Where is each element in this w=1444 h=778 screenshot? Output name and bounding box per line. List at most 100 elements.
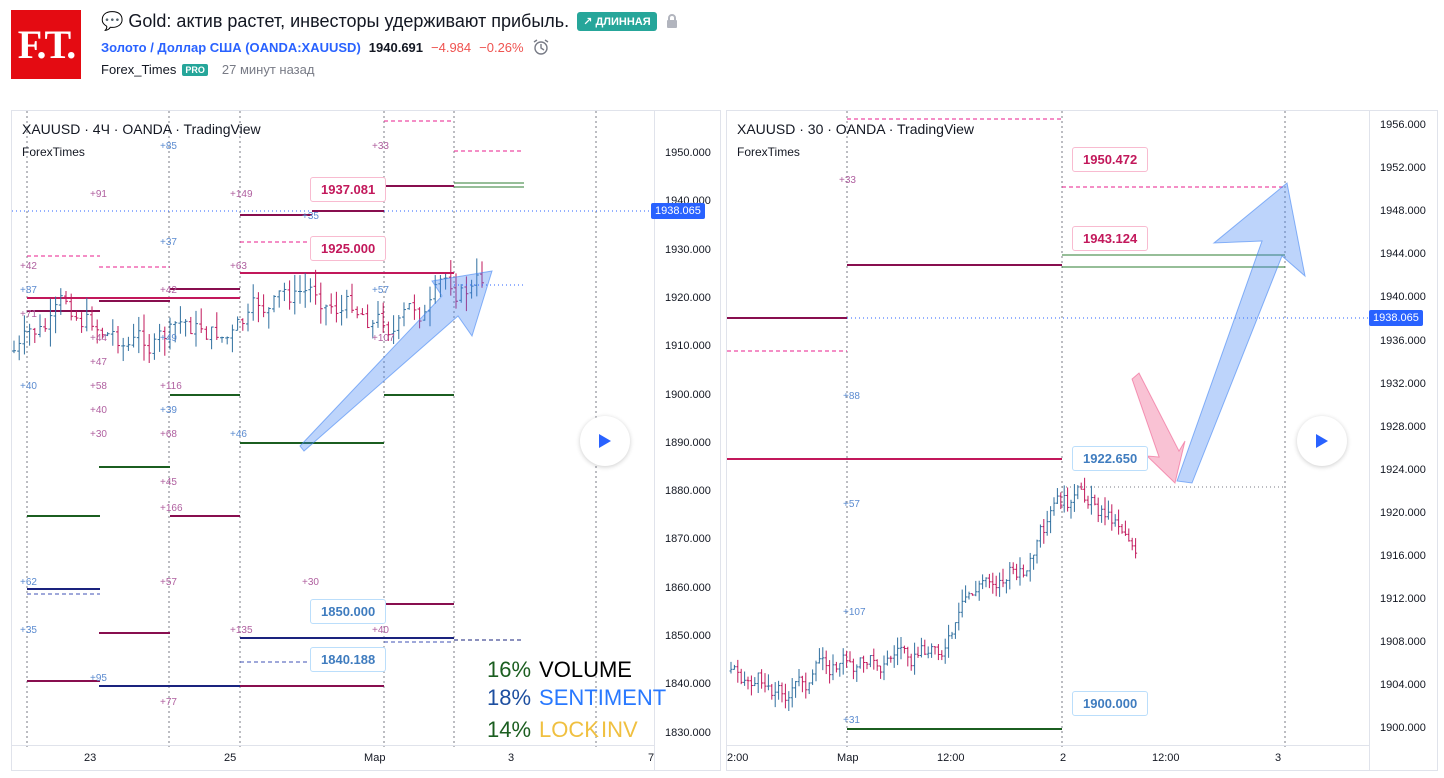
volume-label: +39 xyxy=(160,405,177,416)
level-label: 1840.188 xyxy=(310,647,387,672)
price-tick: 1890.000 xyxy=(665,436,711,449)
volume-label: +40 xyxy=(20,381,37,392)
price-tick: 1900.000 xyxy=(1380,722,1426,735)
price-axis[interactable]: 1950.000 1940.000 1930.000 1920.000 1910.000… xyxy=(654,111,720,770)
price-tick: 1950.000 xyxy=(665,147,711,159)
stats-block: 16% VOLUME 18% SENTIMENT 14% LOCK INV xyxy=(487,656,666,744)
volume-label: +88 xyxy=(843,391,860,402)
volume-label: +45 xyxy=(160,477,177,488)
stat-label: SENTIMENT xyxy=(539,685,667,710)
author-logo[interactable]: F.T. xyxy=(11,10,81,79)
current-price-tag: 1938.065 xyxy=(651,203,705,219)
price-tick: 1948.000 xyxy=(1380,205,1426,218)
price-tick: 1944.000 xyxy=(1380,248,1426,261)
volume-label: +57 xyxy=(372,285,389,296)
volume-label: +85 xyxy=(160,141,177,152)
volume-label: +47 xyxy=(90,357,107,368)
volume-label: +30 xyxy=(90,429,107,440)
idea-header: F.T. 💬 Gold: актив растет, инвесторы уде… xyxy=(0,0,1444,100)
time-tick: 3 xyxy=(508,752,515,764)
volume-label: +33 xyxy=(372,141,389,152)
long-badge: ↗ ДЛИННАЯ xyxy=(577,11,657,31)
level-label: 1937.081 xyxy=(310,177,387,202)
title-row: 💬 Gold: актив растет, инвесторы удержива… xyxy=(101,9,679,33)
symbol-link[interactable]: Золото / Доллар США (OANDA:XAUUSD) xyxy=(101,39,361,55)
level-label: 1925.000 xyxy=(310,236,387,261)
time-tick: 23 xyxy=(84,752,97,764)
volume-label: +46 xyxy=(230,429,247,440)
forecast-arrow xyxy=(1176,182,1306,484)
chart-title: XAUUSD · 30 · OANDA · TradingView xyxy=(737,121,975,137)
volume-label: +57 xyxy=(160,577,177,588)
time-tick: 3 xyxy=(1275,752,1282,764)
idea-title: 💬 Gold: актив растет, инвесторы удержива… xyxy=(101,10,570,31)
volume-label: +91 xyxy=(90,189,107,200)
price-tick: 1840.000 xyxy=(665,678,711,691)
price-tick: 1900.000 xyxy=(665,388,711,401)
time-axis[interactable]: 2:00 Мар 12:00 2 12:00 3 xyxy=(727,745,1369,770)
price-change: −4.984 xyxy=(431,39,472,55)
chart-30m-canvas xyxy=(727,111,1369,747)
volume-label: +42 xyxy=(20,261,37,272)
volume-label: +62 xyxy=(20,577,37,588)
volume-label: +87 xyxy=(20,285,37,296)
author-name[interactable]: Forex_Times xyxy=(101,62,177,77)
chart-author: ForexTimes xyxy=(22,145,85,159)
price-tick: 1850.000 xyxy=(665,630,711,642)
chart-author: ForexTimes xyxy=(737,145,800,159)
time-tick: 7 xyxy=(648,752,655,764)
volume-label: +33 xyxy=(839,175,856,186)
volume-label: +71 xyxy=(20,309,37,320)
volume-label: +37 xyxy=(160,237,177,248)
time-tick: 12:00 xyxy=(1152,752,1180,764)
logo-text: F.T. xyxy=(17,22,77,67)
price-tick: 1924.000 xyxy=(1380,463,1426,476)
stat-label: VOLUME xyxy=(539,657,632,682)
volume-label: +49 xyxy=(160,333,177,344)
price-tick: 1932.000 xyxy=(1380,377,1426,390)
chart-4h-canvas xyxy=(12,111,654,747)
price-tick: 1916.000 xyxy=(1380,550,1426,562)
lock-icon xyxy=(666,14,677,28)
volume-label: +42 xyxy=(160,285,177,296)
price-tick: 1860.000 xyxy=(665,581,711,594)
price-change-pct: −0.26% xyxy=(479,39,524,55)
volume-label: +57 xyxy=(843,499,860,510)
volume-label: +68 xyxy=(160,429,177,440)
current-price-tag: 1938.065 xyxy=(1369,310,1423,326)
play-button[interactable] xyxy=(580,416,630,466)
time-tick: Мар xyxy=(364,752,386,764)
price-tick: 1928.000 xyxy=(1380,420,1426,433)
volume-label: +77 xyxy=(160,697,177,708)
play-icon xyxy=(599,434,611,448)
play-button[interactable] xyxy=(1297,416,1347,466)
time-tick: 25 xyxy=(224,752,237,764)
volume-label: +44 xyxy=(90,333,107,344)
forecast-arrow xyxy=(1131,372,1186,484)
level-label: 1943.124 xyxy=(1072,226,1149,251)
volume-label: +35 xyxy=(302,211,319,222)
stat-label: INV xyxy=(600,717,638,742)
time-axis[interactable]: 23 25 Мар 3 7 xyxy=(12,745,654,770)
forecast-arrow xyxy=(299,270,493,452)
price-tick: 1920.000 xyxy=(1380,506,1426,519)
price-axis[interactable]: 1956.000 1952.000 1948.000 1944.000 1940.000… xyxy=(1369,111,1436,770)
alarm-clock-icon[interactable] xyxy=(532,38,550,56)
chart-30m[interactable]: XAUUSD · 30 · OANDA · TradingView ForexT… xyxy=(726,110,1438,771)
time-tick: 12:00 xyxy=(937,752,965,764)
play-icon xyxy=(1316,434,1328,448)
level-label: 1900.000 xyxy=(1072,691,1149,716)
volume-label: +149 xyxy=(230,189,253,200)
price-tick: 1904.000 xyxy=(1380,679,1426,692)
chart-4h[interactable]: XAUUSD · 4Ч · OANDA · TradingView ForexT… xyxy=(11,110,721,771)
stat-label: LOCK xyxy=(539,717,599,742)
price-tick: 1912.000 xyxy=(1380,593,1426,606)
publish-time: 27 минут назад xyxy=(221,62,315,77)
volume-label: +95 xyxy=(90,673,107,684)
level-label: 1850.000 xyxy=(310,599,387,624)
volume-label: +135 xyxy=(230,625,253,636)
price-tick: 1910.000 xyxy=(665,340,711,353)
level-label: 1950.472 xyxy=(1072,147,1149,172)
price-tick: 1920.000 xyxy=(665,291,711,304)
price-tick: 1870.000 xyxy=(665,533,711,546)
